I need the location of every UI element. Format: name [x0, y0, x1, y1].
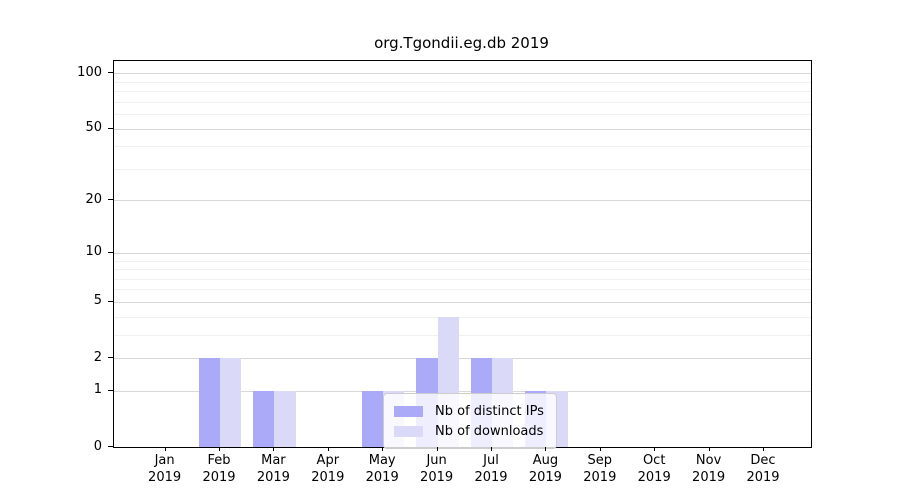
x-tick-year: 2019 [583, 470, 617, 485]
x-tick-year: 2019 [202, 470, 236, 485]
x-tick-label-jan: Jan 2019 [130, 452, 200, 486]
x-tick-year: 2019 [256, 470, 290, 485]
plot-area: Nb of distinct IPs Nb of downloads [113, 60, 812, 449]
legend-item-distinct-ips: Nb of distinct IPs [394, 401, 544, 421]
x-tick-year: 2019 [637, 470, 671, 485]
x-tick-month: Oct [642, 453, 666, 468]
x-tick-label-dec: Dec 2019 [728, 452, 798, 486]
y-tick-label: 100 [77, 64, 102, 80]
x-tick-mark [599, 447, 601, 451]
x-tick-label-jul: Jul 2019 [456, 452, 526, 486]
x-tick-label-oct: Oct 2019 [619, 452, 689, 486]
x-tick-label-nov: Nov 2019 [674, 452, 744, 486]
legend: Nb of distinct IPs Nb of downloads [383, 393, 557, 449]
x-tick-month: Apr [316, 453, 340, 468]
x-tick-mark [382, 447, 384, 451]
x-tick-year: 2019 [746, 470, 780, 485]
x-tick-year: 2019 [311, 470, 345, 485]
x-tick-label-jun: Jun 2019 [402, 452, 472, 486]
x-tick-year: 2019 [148, 470, 182, 485]
x-tick-mark [491, 447, 492, 451]
x-tick-mark [164, 447, 166, 451]
x-tick-mark [219, 447, 220, 451]
x-tick-mark [708, 447, 710, 451]
gridline-minor [114, 114, 811, 115]
y-tick-label: 1 [93, 382, 102, 398]
gridline-minor [114, 168, 811, 170]
x-tick-mark [763, 447, 764, 451]
x-tick-label-feb: Feb 2019 [184, 452, 254, 486]
x-tick-mark [654, 447, 656, 451]
gridline-minor [114, 146, 811, 148]
y-tick-mark [108, 127, 113, 129]
y-tick-label: 5 [93, 293, 102, 309]
x-tick-label-apr: Apr 2019 [293, 452, 363, 486]
gridline-major [114, 73, 811, 75]
gridline-major [114, 301, 811, 303]
x-tick-mark [327, 447, 329, 451]
gridline-minor [114, 91, 811, 92]
legend-swatch-distinct-ips [394, 405, 423, 417]
x-tick-year: 2019 [692, 470, 726, 485]
gridline-minor [114, 101, 811, 103]
gridline-minor [114, 278, 811, 280]
x-tick-label-aug: Aug 2019 [510, 452, 580, 486]
gridline-minor [114, 334, 811, 336]
legend-label-distinct-ips: Nb of distinct IPs [435, 403, 544, 419]
gridline-minor [114, 316, 811, 318]
bar-distinct-ips-feb [198, 358, 220, 447]
bar-distinct-ips-may [361, 390, 384, 447]
y-tick-label: 20 [85, 191, 102, 207]
x-tick-year: 2019 [420, 470, 454, 485]
x-tick-month: Jul [483, 453, 499, 468]
x-tick-label-mar: Mar 2019 [238, 452, 308, 486]
bar-downloads-feb [220, 358, 242, 447]
y-tick-mark [108, 199, 113, 201]
gridline-major [114, 200, 811, 202]
gridline-minor [114, 269, 811, 270]
y-tick-mark [108, 72, 113, 74]
x-tick-month: May [368, 453, 396, 468]
x-tick-month: Aug [532, 453, 559, 468]
gridline-major [114, 252, 811, 254]
x-tick-mark [545, 447, 547, 451]
x-tick-month: Dec [750, 453, 776, 468]
x-tick-month: Jun [426, 453, 447, 468]
y-tick-label: 0 [93, 438, 102, 454]
bar-downloads-mar [274, 390, 296, 447]
legend-item-downloads: Nb of downloads [394, 421, 544, 441]
x-tick-month: Jan [154, 453, 175, 468]
gridline-major [114, 358, 811, 359]
y-tick-label: 50 [85, 120, 102, 135]
x-tick-label-may: May 2019 [347, 452, 417, 486]
legend-swatch-downloads [394, 425, 423, 437]
x-tick-month: Feb [207, 453, 231, 468]
x-tick-month: Sep [587, 453, 613, 468]
gridline-major [114, 390, 811, 392]
x-tick-year: 2019 [474, 470, 508, 485]
y-tick-mark [108, 357, 113, 358]
x-tick-month: Mar [261, 453, 286, 468]
gridline-minor [114, 260, 811, 262]
chart-title: org.Tgondii.eg.db 2019 [374, 34, 549, 52]
y-tick-mark [108, 300, 113, 302]
gridline-minor [114, 289, 811, 291]
gridline-major [114, 128, 811, 130]
legend-label-downloads: Nb of downloads [435, 423, 544, 439]
x-tick-year: 2019 [528, 470, 562, 485]
x-tick-month: Nov [695, 453, 722, 468]
y-tick-mark [108, 389, 113, 391]
x-tick-year: 2019 [365, 470, 399, 485]
x-tick-mark [436, 447, 438, 451]
x-tick-mark [273, 447, 275, 451]
bar-distinct-ips-mar [253, 390, 275, 447]
y-tick-label: 10 [85, 244, 102, 260]
y-tick-mark [108, 446, 113, 447]
gridline-minor [114, 81, 811, 83]
y-tick-mark [108, 251, 113, 253]
y-tick-label: 2 [93, 349, 102, 365]
x-tick-label-sep: Sep 2019 [565, 452, 635, 486]
